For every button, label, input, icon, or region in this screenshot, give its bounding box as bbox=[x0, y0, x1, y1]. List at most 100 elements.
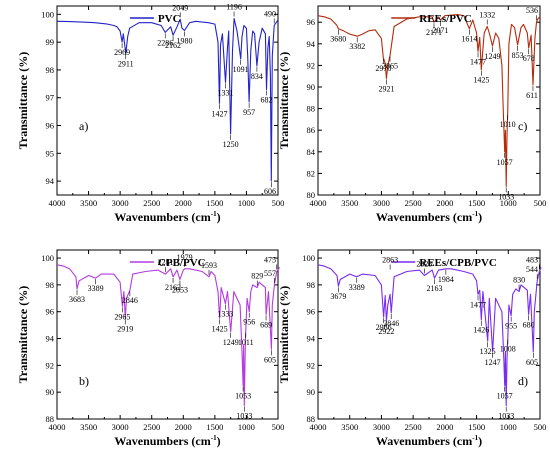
peak-label: 483 bbox=[526, 255, 538, 264]
peak-label: 829 bbox=[251, 272, 263, 281]
peak-label: 2921 bbox=[378, 84, 394, 93]
peak-label: 2970 bbox=[375, 64, 391, 73]
peak-label: 956 bbox=[243, 318, 255, 327]
peak-label: 1053 bbox=[235, 391, 251, 400]
peak-label: 2846 bbox=[122, 296, 138, 305]
x-tick-label: 2500 bbox=[405, 198, 422, 208]
peak-label: 680 bbox=[523, 320, 535, 329]
y-tick-label: 100 bbox=[41, 9, 54, 19]
peak-label: 1057 bbox=[497, 391, 513, 400]
peak-label: 1249 bbox=[223, 338, 239, 347]
x-tick-label: 2500 bbox=[143, 422, 160, 432]
chart-panel-2: 4000 3500 3000 2500 2000 1500 1000 500 80 82 84 86 8… bbox=[277, 5, 547, 224]
panel-label: c) bbox=[518, 119, 527, 133]
plot-frame bbox=[56, 5, 279, 196]
x-tick-label: 1000 bbox=[238, 198, 255, 208]
y-tick-label: 96 bbox=[46, 307, 55, 317]
peak-label: 3382 bbox=[349, 42, 365, 51]
x-tick-label: 4000 bbox=[310, 198, 327, 208]
x-tick-label: 500 bbox=[272, 198, 285, 208]
legend-label: REEs/CPB/PVC bbox=[419, 257, 497, 269]
peak-label: 1979 bbox=[177, 253, 193, 262]
y-tick-label: 92 bbox=[307, 360, 316, 370]
peak-label: 2323 bbox=[416, 259, 432, 268]
peak-label: 2171 bbox=[426, 28, 442, 37]
x-tick-label: 3500 bbox=[341, 198, 358, 208]
panel-label: d) bbox=[518, 374, 528, 388]
peak-label: 1425 bbox=[473, 76, 489, 85]
y-tick-label: 95 bbox=[46, 148, 55, 158]
x-tick-label: 3000 bbox=[112, 198, 129, 208]
spectrum-line bbox=[317, 264, 542, 407]
peak-label: 2911 bbox=[118, 59, 134, 68]
peak-label: 834 bbox=[251, 72, 263, 81]
peak-label: 536 bbox=[526, 6, 538, 15]
peak-label: 611 bbox=[526, 91, 538, 100]
peak-label: 3683 bbox=[69, 295, 85, 304]
x-tick-label: 4000 bbox=[49, 198, 66, 208]
peak-label: 1250 bbox=[223, 140, 239, 149]
peak-label: 557 bbox=[264, 269, 276, 278]
x-tick-label: 1000 bbox=[500, 198, 517, 208]
peak-label: 1010 bbox=[500, 120, 516, 129]
peak-label: 2922 bbox=[378, 327, 394, 336]
peak-label: 605 bbox=[526, 358, 538, 367]
y-tick-label: 90 bbox=[307, 387, 316, 397]
peak-label: 1427 bbox=[211, 109, 227, 118]
y-tick-label: 80 bbox=[307, 190, 316, 200]
x-tick-label: 1000 bbox=[238, 422, 255, 432]
peak-label: 2965 bbox=[114, 312, 130, 321]
x-axis-label: Wavenumbers (cm-1) bbox=[376, 210, 482, 224]
y-tick-label: 99 bbox=[46, 37, 55, 47]
peak-label: 3679 bbox=[330, 292, 346, 301]
peak-label: 853 bbox=[512, 51, 524, 60]
y-tick-label: 92 bbox=[46, 360, 55, 370]
x-tick-label: 4000 bbox=[310, 422, 327, 432]
peak-label: 1325 bbox=[480, 347, 496, 356]
peak-label: 1033 bbox=[498, 412, 514, 421]
x-tick-label: 1500 bbox=[468, 422, 485, 432]
y-tick-label: 90 bbox=[307, 82, 316, 92]
x-tick-label: 3500 bbox=[80, 422, 97, 432]
spectrum-line bbox=[56, 264, 281, 407]
peak-label: 2162 bbox=[165, 283, 181, 292]
peak-label: 1980 bbox=[177, 36, 193, 45]
legend-label: REEs/PVC bbox=[419, 13, 472, 25]
y-tick-label: 88 bbox=[307, 414, 316, 424]
peak-label: 1331 bbox=[218, 88, 234, 97]
y-tick-label: 84 bbox=[307, 147, 316, 157]
peak-label: 1477 bbox=[470, 300, 486, 309]
x-tick-label: 2500 bbox=[405, 422, 422, 432]
panel-label: b) bbox=[79, 374, 89, 388]
chart-panel-3: 4000 3500 3000 2500 2000 1500 1000 500 88 90 92 94 9… bbox=[16, 249, 284, 448]
x-tick-label: 3500 bbox=[341, 422, 358, 432]
peak-label: 1247 bbox=[485, 358, 501, 367]
x-tick-label: 3000 bbox=[373, 422, 390, 432]
peak-label: 957 bbox=[243, 108, 255, 117]
peak-label: 1057 bbox=[497, 158, 513, 167]
peak-label: 1249 bbox=[484, 52, 500, 61]
peak-label: 3389 bbox=[88, 284, 104, 293]
peak-label: 682 bbox=[261, 95, 273, 104]
peak-label: 606 bbox=[264, 187, 276, 196]
peak-label: 2053 bbox=[172, 286, 188, 295]
peak-label: 1332 bbox=[479, 11, 495, 20]
peak-label: 2863 bbox=[382, 255, 398, 264]
y-tick-label: 86 bbox=[307, 125, 316, 135]
peak-label: 2071 bbox=[432, 26, 448, 35]
peak-label: 1011 bbox=[238, 338, 254, 347]
chart-panel-1: 4000 3500 3000 2500 2000 1500 1000 500 94 95 96 97 9… bbox=[16, 3, 284, 224]
x-tick-label: 2000 bbox=[175, 422, 192, 432]
x-tick-label: 3000 bbox=[112, 422, 129, 432]
peak-label: 830 bbox=[513, 276, 525, 285]
peak-label: 2281 bbox=[158, 258, 174, 267]
x-tick-label: 500 bbox=[534, 198, 547, 208]
peak-label: 2969 bbox=[114, 48, 130, 57]
x-tick-label: 4000 bbox=[49, 422, 66, 432]
spectrum-line bbox=[56, 17, 279, 182]
peak-label: 1593 bbox=[201, 261, 217, 270]
y-tick-label: 90 bbox=[46, 387, 55, 397]
y-tick-label: 98 bbox=[46, 65, 55, 75]
peak-label: 2966 bbox=[376, 323, 392, 332]
